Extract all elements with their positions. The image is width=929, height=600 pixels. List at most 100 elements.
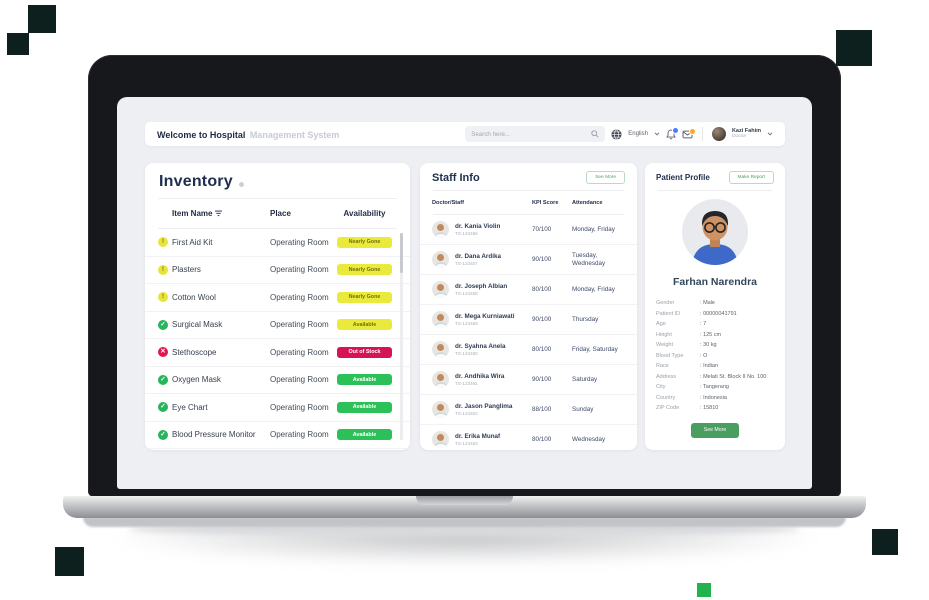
field-value: 00000041791 [700,309,737,320]
see-more-button[interactable]: See More [586,171,625,184]
column-label: Item Name [172,209,213,218]
search-box[interactable] [465,126,606,142]
field-value: Indian [700,361,718,372]
attendance: Wednesday [572,435,606,443]
doctor-id: TS-123457 [455,260,478,266]
table-row[interactable]: dr. Joseph Albian TS-123458 80/100 Monda… [420,275,637,305]
chevron-down-icon[interactable] [767,132,773,136]
field-value: Tangerang [700,382,729,393]
item-name: First Aid Kit [172,237,213,247]
scrollbar-thumb[interactable] [400,233,403,273]
field-label: Gender [656,300,675,306]
table-header: Doctor/Staff KPI Score Attendance [420,191,637,214]
field-value: Melati St. Block II No. 100 [700,372,766,383]
table-row[interactable]: dr. Kania Violin TS-123456 70/100 Monday… [420,215,637,245]
laptop-base [63,496,866,518]
field-value: 125 cm [700,330,721,341]
column-header-place: Place [270,209,291,218]
sort-icon [215,210,223,217]
avatar [432,251,449,268]
attendance: Sunday [572,405,594,413]
see-more-button[interactable]: See More [691,422,739,438]
status-icon [158,237,168,248]
doctor-id: TS-123460 [455,350,478,356]
status-icon [158,292,168,303]
doctor-name: dr. Kania Violin [455,222,501,230]
notification-bell[interactable] [666,126,679,140]
table-row[interactable]: dr. Mega Kurniawati TS-123459 90/100 Thu… [420,305,637,335]
laptop-hinge-notch [416,496,513,505]
kpi-score: 90/100 [532,316,552,323]
decor-square [872,529,898,555]
column-header-attendance: Attendance [572,199,603,206]
app-header: Welcome to Hospital Management System En… [145,122,785,146]
decor-square [7,33,29,55]
table-header: Item Name Place Availability [145,199,410,228]
staff-panel: Staff Info See More Doctor/Staff KPI Sco… [420,163,637,450]
patient-photo [682,199,748,265]
attendance: Saturday [572,375,598,383]
messages-button[interactable] [682,127,696,139]
field-value: Male [700,298,715,309]
make-report-button[interactable]: Make Report [728,171,774,184]
kpi-score: 70/100 [532,226,552,233]
table-row[interactable]: Eye Chart Operating Room Available [145,394,410,422]
item-place: Operating Room [270,402,329,412]
item-place: Operating Room [270,320,329,330]
decor-square [55,547,84,576]
status-icon [158,402,168,413]
doctor-id: TS-123461 [455,380,478,386]
table-row[interactable]: Cotton Wool Operating Room Nearly Gone [145,284,410,312]
chevron-down-icon[interactable] [654,132,660,136]
divider [158,228,397,229]
doctor-id: TS-123456 [455,230,478,236]
column-header-item-name[interactable]: Item Name [172,209,270,218]
status-icon [158,429,168,440]
table-row[interactable]: Blood Pressure Monitor Operating Room Av… [145,422,410,449]
availability-badge: Available [337,319,392,331]
attendance: Monday, Friday [572,225,615,233]
attendance: Friday, Saturday [572,345,618,353]
divider [701,127,703,141]
patient-panel: Patient Profile Make Report Farhan Naren… [645,163,785,450]
table-row[interactable]: Plasters Operating Room Nearly Gone [145,257,410,284]
table-row[interactable]: Stethoscope Operating Room Out of Stock [145,339,410,367]
table-row[interactable]: dr. Andhika Wira TS-123461 90/100 Saturd… [420,365,637,395]
field-label: City [656,384,666,390]
availability-badge: Available [337,429,392,441]
table-row[interactable]: dr. Dana Ardika TS-123457 90/100 Tuesday… [420,245,637,275]
field-label: Race [656,363,669,369]
attendance: Monday, Friday [572,285,615,293]
language-selector[interactable]: English [628,131,648,137]
doctor-name: dr. Andhika Wira [455,372,505,380]
status-icon [158,374,168,385]
table-row[interactable]: Oxygen Mask Operating Room Available [145,367,410,394]
field-value: Indonesia [700,393,727,404]
avatar [432,371,449,388]
dot-icon [238,181,244,187]
avatar[interactable] [711,127,726,141]
table-row[interactable]: dr. Syahna Anela TS-123460 80/100 Friday… [420,335,637,365]
field-label: Patient ID [656,310,681,317]
divider [433,190,624,191]
doctor-id: TS-123463 [455,440,478,446]
globe-icon[interactable] [611,128,622,140]
attendance: Thursday [572,315,599,323]
item-name: Surgical Mask [172,320,223,330]
inventory-scrollbar[interactable] [400,233,403,440]
availability-badge: Available [337,401,392,413]
user-menu[interactable]: Kazi Fahim Doctor [732,128,761,140]
laptop-screen: Welcome to Hospital Management System En… [117,97,812,489]
table-row[interactable]: First Aid Kit Operating Room Nearly Gone [145,229,410,257]
item-name: Eye Chart [172,402,208,412]
doctor-id: TS-123462 [455,410,478,416]
item-place: Operating Room [270,347,329,357]
search-input[interactable] [471,130,592,138]
table-row[interactable]: dr. Jason Panglima TS-123462 88/100 Sund… [420,395,637,425]
doctor-name: dr. Syahna Anela [455,342,506,350]
decor-square [697,583,711,597]
table-row[interactable]: Surgical Mask Operating Room Available [145,312,410,339]
kpi-score: 90/100 [532,376,552,383]
table-row[interactable]: dr. Erika Munaf TS-123463 80/100 Wednesd… [420,425,637,454]
